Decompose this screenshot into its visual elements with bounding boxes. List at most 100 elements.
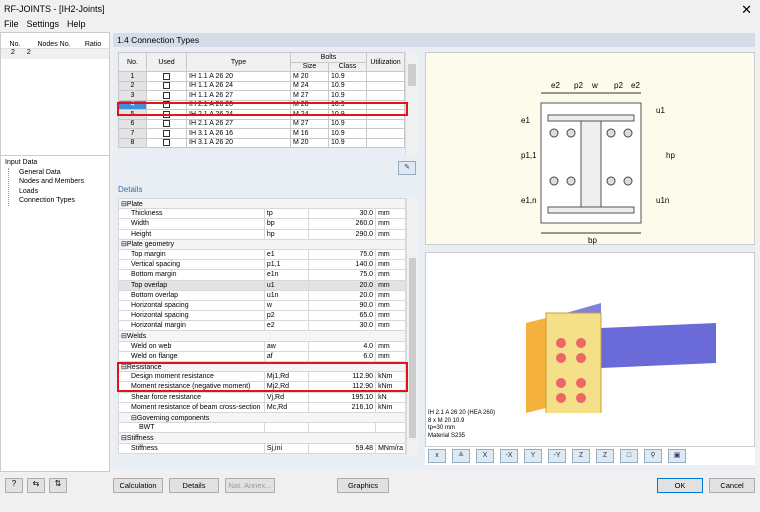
param-value[interactable]: 4.0 bbox=[308, 340, 377, 352]
details-row[interactable]: Thickness tp 30.0 mm bbox=[118, 208, 406, 220]
collapse-icon[interactable]: ⊟ bbox=[121, 333, 127, 341]
tree-item-nodes-members[interactable]: Nodes and Members bbox=[19, 178, 84, 185]
tree-item-loads[interactable]: Loads bbox=[19, 187, 39, 195]
used-checkbox[interactable] bbox=[163, 72, 170, 80]
view-y-icon[interactable]: Y bbox=[524, 449, 542, 463]
param-value[interactable] bbox=[308, 422, 377, 434]
types-scrollbar[interactable] bbox=[405, 52, 418, 157]
param-value[interactable]: 195.10 bbox=[308, 391, 377, 403]
view-minus-x-icon[interactable]: -X bbox=[500, 449, 518, 463]
details-scrollbar[interactable] bbox=[406, 198, 418, 455]
details-button[interactable]: Details bbox=[169, 478, 219, 493]
tree-item-connection-types[interactable]: Connection Types bbox=[19, 197, 75, 204]
param-value[interactable]: 30.0 bbox=[308, 320, 377, 332]
nodes-table-row[interactable]: 2 2 bbox=[1, 49, 109, 59]
param-value[interactable]: 59.48 bbox=[308, 442, 377, 454]
details-row[interactable]: Vertical spacing p1,1 140.0 mm bbox=[118, 259, 406, 271]
used-checkbox[interactable] bbox=[163, 129, 170, 137]
table-row[interactable]: 3 IH 1.1 A 26 27 M 27 10.9 bbox=[118, 90, 405, 101]
view-minus-y-icon[interactable]: -Y bbox=[548, 449, 566, 463]
col-used[interactable]: Used bbox=[146, 52, 187, 72]
collapse-icon[interactable]: ⊟ bbox=[121, 200, 127, 208]
details-row[interactable]: Top margin e1 75.0 mm bbox=[118, 248, 406, 261]
details-row[interactable]: Stiffness Sj,ini 59.48 MNm/ra bbox=[118, 442, 406, 454]
edit-icon[interactable]: ✎ bbox=[398, 161, 416, 175]
view-z-icon[interactable]: Z bbox=[572, 449, 590, 463]
details-row[interactable]: Horizontal spacing w 90.0 mm bbox=[118, 299, 406, 312]
view-x-icon[interactable]: X bbox=[476, 449, 494, 463]
param-value[interactable]: 216.10 bbox=[308, 401, 377, 413]
col-utilization[interactable]: Utilization bbox=[366, 52, 405, 72]
header-nodes-no[interactable]: Nodes No. bbox=[37, 41, 71, 48]
table-row[interactable]: 8 IH 3.1 A 26 20 M 20 10.9 bbox=[118, 137, 405, 148]
table-row[interactable]: 6 IH 2.1 A 26 27 M 27 10.9 bbox=[118, 118, 405, 129]
menu-help[interactable]: Help bbox=[67, 19, 86, 29]
menu-file[interactable]: File bbox=[4, 19, 19, 29]
cancel-button[interactable]: Cancel bbox=[709, 478, 755, 493]
col-class[interactable]: Class bbox=[328, 61, 367, 72]
param-value[interactable]: 75.0 bbox=[308, 269, 377, 281]
details-row[interactable]: Width bp 260.0 mm bbox=[118, 218, 406, 230]
details-group[interactable]: ⊟Governing components bbox=[118, 411, 406, 424]
tree-item-general-data[interactable]: General Data bbox=[19, 168, 61, 176]
details-row[interactable]: Moment resistance of beam cross-section M… bbox=[118, 401, 406, 413]
details-group[interactable]: ⊟Plate bbox=[118, 197, 406, 210]
col-type[interactable]: Type bbox=[186, 52, 291, 72]
ok-button[interactable]: OK bbox=[657, 478, 703, 493]
used-checkbox[interactable] bbox=[163, 91, 170, 99]
details-row[interactable]: Shear force resistance Vj,Rd 195.10 kN bbox=[118, 391, 406, 403]
details-row[interactable]: Horizontal spacing p2 65.0 mm bbox=[118, 310, 406, 322]
view-front-icon[interactable]: x bbox=[428, 449, 446, 463]
table-row[interactable]: 7 IH 3.1 A 26 16 M 16 10.9 bbox=[118, 128, 405, 139]
graphics-button[interactable]: Graphics bbox=[337, 478, 389, 493]
used-checkbox[interactable] bbox=[163, 120, 170, 128]
export-icon[interactable]: ⇅ bbox=[49, 478, 67, 493]
menu-settings[interactable]: Settings bbox=[26, 19, 60, 29]
used-checkbox[interactable] bbox=[163, 82, 170, 90]
param-value[interactable]: 75.0 bbox=[308, 248, 377, 261]
details-row[interactable]: Weld on web aw 4.0 mm bbox=[118, 340, 406, 352]
render-icon[interactable]: ▣ bbox=[668, 449, 686, 463]
box-view-icon[interactable]: □ bbox=[620, 449, 638, 463]
details-row[interactable]: Bottom margin e1n 75.0 mm bbox=[118, 269, 406, 281]
collapse-icon[interactable]: ⊟ bbox=[121, 241, 127, 249]
collapse-icon[interactable]: ⊟ bbox=[121, 363, 127, 371]
details-group[interactable]: ⊟Welds bbox=[118, 330, 406, 342]
details-group[interactable]: ⊟Stiffness bbox=[118, 432, 406, 444]
param-value[interactable]: 20.0 bbox=[308, 289, 377, 301]
close-icon[interactable]: ✕ bbox=[741, 2, 752, 17]
header-no[interactable]: No. bbox=[9, 41, 21, 48]
collapse-icon[interactable]: ⊟ bbox=[131, 414, 137, 422]
details-row[interactable]: Weld on flange af 6.0 mm bbox=[118, 350, 406, 363]
param-value[interactable]: 90.0 bbox=[308, 299, 377, 312]
header-ratio[interactable]: Ratio bbox=[84, 41, 102, 48]
details-row[interactable]: Height hp 290.0 mm bbox=[118, 228, 406, 240]
zoom-icon[interactable]: ⚲ bbox=[644, 449, 662, 463]
view-iso-icon[interactable]: Z bbox=[596, 449, 614, 463]
view-side-icon[interactable]: ≗ bbox=[452, 449, 470, 463]
param-value[interactable]: 30.0 bbox=[308, 208, 377, 220]
import-icon[interactable]: ⇆ bbox=[27, 478, 45, 493]
table-row[interactable]: 1 IH 1.1 A 26 20 M 20 10.9 bbox=[118, 71, 405, 82]
param-value[interactable]: 20.0 bbox=[308, 279, 377, 291]
param-value[interactable]: 290.0 bbox=[308, 228, 377, 240]
param-value[interactable]: 6.0 bbox=[308, 350, 377, 363]
details-row[interactable]: Bottom overlap u1n 20.0 mm bbox=[118, 289, 406, 301]
nat-annex-button[interactable]: Nat. Annex... bbox=[225, 478, 275, 493]
details-group[interactable]: ⊟Plate geometry bbox=[118, 238, 406, 250]
col-size[interactable]: Size bbox=[290, 61, 329, 72]
used-checkbox[interactable]: ✓ bbox=[163, 101, 170, 109]
used-checkbox[interactable] bbox=[163, 139, 170, 147]
help-icon[interactable]: ? bbox=[5, 478, 23, 493]
details-row[interactable]: BWT bbox=[118, 422, 406, 434]
details-row[interactable]: Horizontal margin e2 30.0 mm bbox=[118, 320, 406, 332]
table-row[interactable]: 2 IH 1.1 A 26 24 M 24 10.9 bbox=[118, 80, 405, 91]
calculation-button[interactable]: Calculation bbox=[113, 478, 163, 493]
col-no[interactable]: No. bbox=[118, 52, 147, 72]
details-row[interactable]: Top overlap u1 20.0 mm bbox=[118, 279, 406, 291]
param-value[interactable]: 260.0 bbox=[308, 218, 377, 230]
param-value[interactable]: 65.0 bbox=[308, 310, 377, 322]
tree-item-input-data[interactable]: Input Data bbox=[5, 159, 38, 166]
param-value[interactable]: 140.0 bbox=[308, 259, 377, 271]
collapse-icon[interactable]: ⊟ bbox=[121, 434, 127, 442]
